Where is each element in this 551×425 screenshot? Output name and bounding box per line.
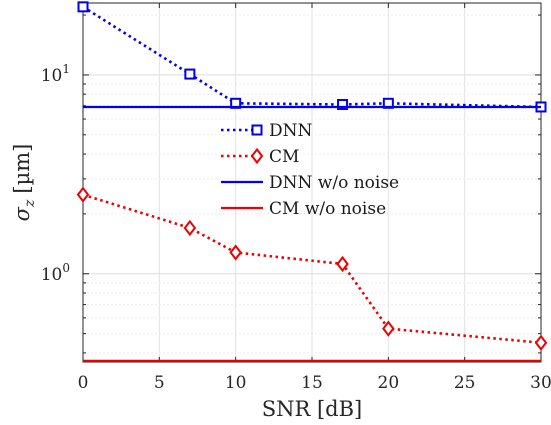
y-axis-label: σz [µm] (10, 144, 38, 222)
x-tick-label: 10 (225, 373, 247, 393)
axis-labels: SNR [dB] σz [µm] (10, 144, 362, 421)
data-point-cm (534, 334, 548, 351)
series (76, 1, 548, 362)
x-tick-label: 15 (301, 373, 323, 393)
y-axis-label-symbol: σ (10, 206, 34, 221)
y-tick-label: 101 (41, 62, 70, 86)
data-point-cm (229, 244, 242, 261)
grid (82, 3, 542, 362)
y-tick-exponent: 0 (62, 261, 70, 275)
x-tick-label: 5 (154, 373, 165, 393)
legend-marker (250, 147, 264, 165)
y-tick-base: 10 (41, 265, 63, 285)
x-tick-label: 0 (78, 373, 89, 393)
y-tick-label: 100 (41, 261, 70, 285)
x-tick-label: 25 (454, 373, 476, 393)
series-line-cm (82, 193, 542, 345)
data-point-dnn (184, 68, 196, 80)
data-point-dnn (77, 1, 89, 13)
data-point-cm (382, 320, 395, 337)
data-point-cm (336, 255, 349, 273)
data-point-dnn (337, 99, 349, 111)
y-tick-base: 10 (41, 66, 63, 86)
legend-label: DNN w/o noise (269, 173, 399, 193)
data-point-cm (183, 219, 197, 237)
series-line-dnn (82, 5, 542, 109)
data-point-cm (76, 186, 90, 203)
x-tick-label: 20 (378, 373, 400, 393)
x-tick-label: 30 (530, 373, 551, 393)
y-tick-exponent: 1 (62, 62, 70, 76)
y-axis-label-subscript: z (22, 199, 38, 208)
legend-label: CM w/o noise (269, 199, 386, 219)
x-axis-label: SNR [dB] (262, 397, 363, 421)
legend: DNN CM DNN w/o noise CM w/o noise (221, 121, 399, 219)
y-axis-label-unit: [µm] (10, 144, 34, 194)
legend-label: DNN (269, 121, 313, 141)
legend-marker (251, 124, 263, 136)
legend-label: CM (269, 147, 299, 167)
